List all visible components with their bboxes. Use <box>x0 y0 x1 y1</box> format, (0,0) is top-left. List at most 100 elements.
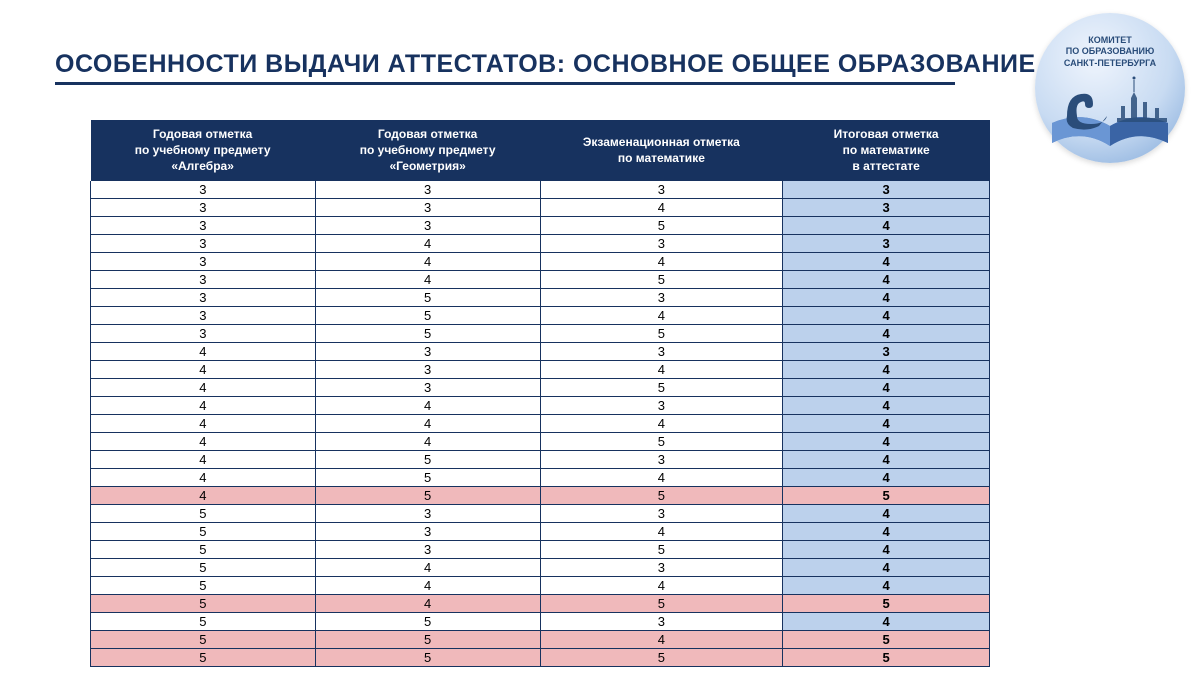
col-header-geometry: Годовая отметкапо учебному предмету«Геом… <box>315 120 540 181</box>
cell: 4 <box>91 379 316 397</box>
col-header-exam: Экзаменационная отметкапо математике <box>540 120 783 181</box>
table-row: 5444 <box>91 577 990 595</box>
table-row: 5334 <box>91 505 990 523</box>
cell: 4 <box>315 577 540 595</box>
cell: 3 <box>540 613 783 631</box>
cell: 5 <box>315 289 540 307</box>
cell: 5 <box>91 577 316 595</box>
grade-table: Годовая отметкапо учебному предмету«Алге… <box>90 120 990 667</box>
cell: 3 <box>91 235 316 253</box>
cell: 4 <box>315 559 540 577</box>
cell: 5 <box>91 595 316 613</box>
cell: 4 <box>315 415 540 433</box>
table-row: 4534 <box>91 451 990 469</box>
cell: 3 <box>91 271 316 289</box>
cell: 4 <box>540 199 783 217</box>
title-underline <box>55 82 955 85</box>
cell: 3 <box>91 253 316 271</box>
cell: 3 <box>315 541 540 559</box>
cell-final: 5 <box>783 631 990 649</box>
logo-text: КОМИТЕТ ПО ОБРАЗОВАНИЮ САНКТ-ПЕТЕРБУРГА <box>1035 35 1185 69</box>
cell-final: 4 <box>783 307 990 325</box>
cell-final: 5 <box>783 649 990 667</box>
table-row: 4434 <box>91 397 990 415</box>
cell: 3 <box>315 217 540 235</box>
cell: 5 <box>91 649 316 667</box>
cell-final: 4 <box>783 469 990 487</box>
table-row: 3343 <box>91 199 990 217</box>
cell: 5 <box>315 307 540 325</box>
cell: 3 <box>91 325 316 343</box>
cell: 4 <box>540 361 783 379</box>
table-row: 3433 <box>91 235 990 253</box>
cell: 3 <box>540 451 783 469</box>
table-row: 5555 <box>91 649 990 667</box>
cell: 3 <box>315 181 540 199</box>
cell: 4 <box>540 577 783 595</box>
cell-final: 3 <box>783 235 990 253</box>
cell: 4 <box>91 451 316 469</box>
table-row: 3534 <box>91 289 990 307</box>
cell: 4 <box>91 487 316 505</box>
cell: 4 <box>540 415 783 433</box>
cell: 5 <box>540 217 783 235</box>
logo-line1: КОМИТЕТ <box>1035 35 1185 46</box>
table-row: 3544 <box>91 307 990 325</box>
cell: 3 <box>315 343 540 361</box>
cell: 4 <box>91 343 316 361</box>
cell: 5 <box>315 631 540 649</box>
cell-final: 4 <box>783 577 990 595</box>
cell: 3 <box>540 397 783 415</box>
cell-final: 4 <box>783 325 990 343</box>
cell: 4 <box>315 235 540 253</box>
table-row: 4444 <box>91 415 990 433</box>
table-row: 3554 <box>91 325 990 343</box>
table-header-row: Годовая отметкапо учебному предмету«Алге… <box>91 120 990 181</box>
cell: 3 <box>540 289 783 307</box>
cell: 3 <box>540 343 783 361</box>
cell-final: 4 <box>783 559 990 577</box>
cell: 4 <box>315 433 540 451</box>
cell: 3 <box>540 181 783 199</box>
table-row: 5534 <box>91 613 990 631</box>
cell: 5 <box>315 487 540 505</box>
cell: 3 <box>91 199 316 217</box>
cell-final: 5 <box>783 487 990 505</box>
cell: 5 <box>540 541 783 559</box>
cell: 4 <box>91 415 316 433</box>
cell: 5 <box>91 559 316 577</box>
cell: 5 <box>540 325 783 343</box>
cell-final: 4 <box>783 433 990 451</box>
cell: 3 <box>540 559 783 577</box>
table-row: 4333 <box>91 343 990 361</box>
table-row: 4544 <box>91 469 990 487</box>
cell: 3 <box>91 307 316 325</box>
cell-final: 4 <box>783 505 990 523</box>
table-row: 5434 <box>91 559 990 577</box>
cell: 5 <box>315 451 540 469</box>
cell: 5 <box>540 379 783 397</box>
cell-final: 4 <box>783 523 990 541</box>
cell: 4 <box>91 397 316 415</box>
cell: 3 <box>540 235 783 253</box>
cell: 4 <box>540 631 783 649</box>
cell: 4 <box>91 433 316 451</box>
cell: 4 <box>540 307 783 325</box>
cell: 3 <box>315 199 540 217</box>
cell-final: 4 <box>783 451 990 469</box>
logo-line2: ПО ОБРАЗОВАНИЮ <box>1035 46 1185 57</box>
cell-final: 4 <box>783 397 990 415</box>
cell: 5 <box>315 649 540 667</box>
cell: 5 <box>91 505 316 523</box>
cell: 5 <box>540 595 783 613</box>
cell: 5 <box>540 649 783 667</box>
cell: 4 <box>91 469 316 487</box>
cell: 5 <box>91 613 316 631</box>
cell: 5 <box>91 523 316 541</box>
cell: 5 <box>91 631 316 649</box>
table-row: 5455 <box>91 595 990 613</box>
cell: 3 <box>91 181 316 199</box>
cell-final: 4 <box>783 217 990 235</box>
cell-final: 3 <box>783 343 990 361</box>
cell: 4 <box>540 469 783 487</box>
